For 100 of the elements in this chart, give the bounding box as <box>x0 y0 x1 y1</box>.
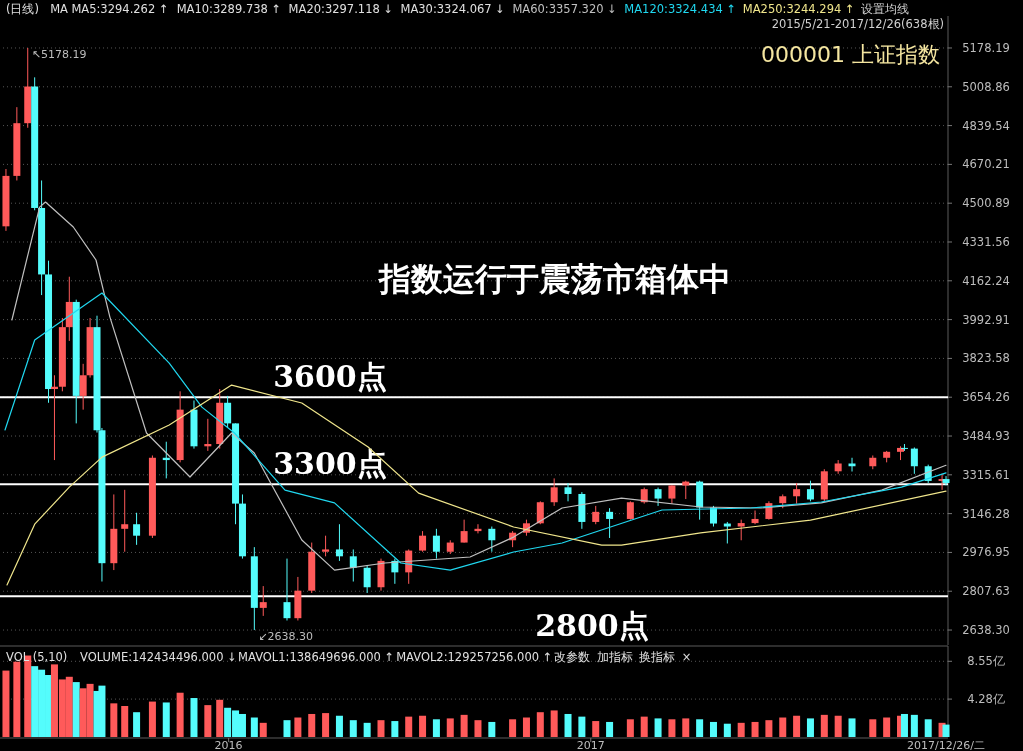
bar <box>654 718 662 737</box>
bar <box>668 719 676 737</box>
bar <box>162 702 170 737</box>
y-tick-label: 3654.26 <box>962 390 1010 405</box>
text: MA250:3244.294 ↑ <box>742 2 855 16</box>
candlestick <box>806 480 814 502</box>
text: MA10:3289.738 ↑ <box>176 2 282 16</box>
bar <box>405 716 413 737</box>
annotation: × <box>681 650 692 664</box>
candlestick <box>592 505 600 525</box>
bar <box>283 720 291 737</box>
y-tick-label: 4162.24 <box>962 273 1010 288</box>
candlestick <box>460 519 468 544</box>
ref-line-label: 3600点 <box>273 359 387 395</box>
y-tick-label: 3484.93 <box>962 429 1010 444</box>
candlestick <box>488 526 496 553</box>
annotation: 2015/5/21-2017/12/26(638根) <box>771 17 944 31</box>
bar <box>72 682 80 737</box>
annotation: ↙2638.30 <box>258 630 314 644</box>
annotation: ↖5178.19 <box>31 47 87 61</box>
bar <box>910 714 918 737</box>
bar <box>110 703 118 737</box>
bar <box>363 722 371 737</box>
bar <box>737 722 745 737</box>
bar <box>942 724 950 737</box>
bar <box>723 723 731 737</box>
candlestick <box>349 548 357 583</box>
bar <box>308 713 316 737</box>
annotation: 换指标 <box>639 650 676 664</box>
annotation: VOLUME:142434496.000 ↓ <box>80 650 237 664</box>
bar <box>640 716 648 737</box>
ref-line-label: 3300点 <box>273 446 387 482</box>
candlestick <box>723 521 731 544</box>
bar <box>148 701 156 737</box>
y-tick-label: 3992.91 <box>962 312 1010 327</box>
bar <box>793 715 801 737</box>
candlestick <box>793 482 801 505</box>
bar <box>806 718 814 737</box>
bar <box>592 721 600 737</box>
y-tick-label: 4.28亿 <box>967 692 1005 707</box>
bar <box>578 716 586 737</box>
text: 设置均线 <box>861 2 910 16</box>
y-tick-label: 3146.28 <box>962 506 1010 521</box>
candlestick <box>668 484 676 505</box>
y-tick-label: 5178.19 <box>962 40 1010 55</box>
bar <box>488 721 496 737</box>
annotation: 改参数 <box>554 650 591 664</box>
bar <box>98 685 106 737</box>
bar <box>391 721 399 737</box>
candlestick <box>606 507 614 539</box>
bar <box>765 720 773 737</box>
bar <box>121 706 129 737</box>
candlestick <box>224 395 232 429</box>
candlestick <box>335 523 343 562</box>
bar <box>294 717 302 737</box>
text: MA20:3297.118 ↓ <box>288 2 394 16</box>
line-series <box>11 201 947 571</box>
y-tick-label: 2976.95 <box>962 545 1010 560</box>
bar <box>834 715 842 737</box>
bar <box>869 719 877 737</box>
bar <box>682 718 690 737</box>
annotation: MAVOL1:138649696.000 ↑ <box>238 650 395 664</box>
y-tick-label: 3823.58 <box>962 351 1010 366</box>
candlestick <box>536 500 544 525</box>
annotation: 2017/12/26/二 <box>906 739 986 751</box>
candlestick <box>910 446 918 475</box>
text: (日线) <box>6 2 39 16</box>
bar <box>133 712 141 737</box>
x-tick-label: 2017 <box>576 739 605 751</box>
candlestick <box>751 509 759 525</box>
candlestick <box>682 480 690 500</box>
bar <box>626 719 634 737</box>
candlestick <box>550 477 558 507</box>
y-tick-label: 2807.63 <box>962 584 1010 599</box>
bar <box>432 719 440 737</box>
text: 指数运行于震荡市箱体中 <box>377 260 731 298</box>
candlestick <box>133 512 141 546</box>
y-tick-label: 4670.21 <box>962 157 1010 172</box>
bar <box>509 719 517 737</box>
text: MA5:3294.262 ↑ <box>71 2 169 16</box>
candlestick <box>259 585 267 617</box>
y-tick-label: 4839.54 <box>962 118 1010 133</box>
ref-line-label: 2800点 <box>535 608 649 644</box>
bar <box>820 714 828 737</box>
candlestick <box>363 564 371 594</box>
text: MA120:3324.434 ↑ <box>624 2 737 16</box>
bar <box>204 705 212 737</box>
bar <box>848 718 856 737</box>
bar <box>696 719 704 737</box>
bar <box>564 713 572 737</box>
text: MA60:3357.320 ↓ <box>512 2 617 16</box>
bar <box>259 722 267 737</box>
bar <box>536 712 544 737</box>
candlestick <box>564 482 572 502</box>
candlestick <box>626 500 634 521</box>
bar <box>900 713 908 737</box>
candlestick <box>942 475 950 486</box>
text: MA <box>50 2 69 16</box>
candlestick <box>419 530 427 553</box>
candlestick <box>121 489 129 553</box>
